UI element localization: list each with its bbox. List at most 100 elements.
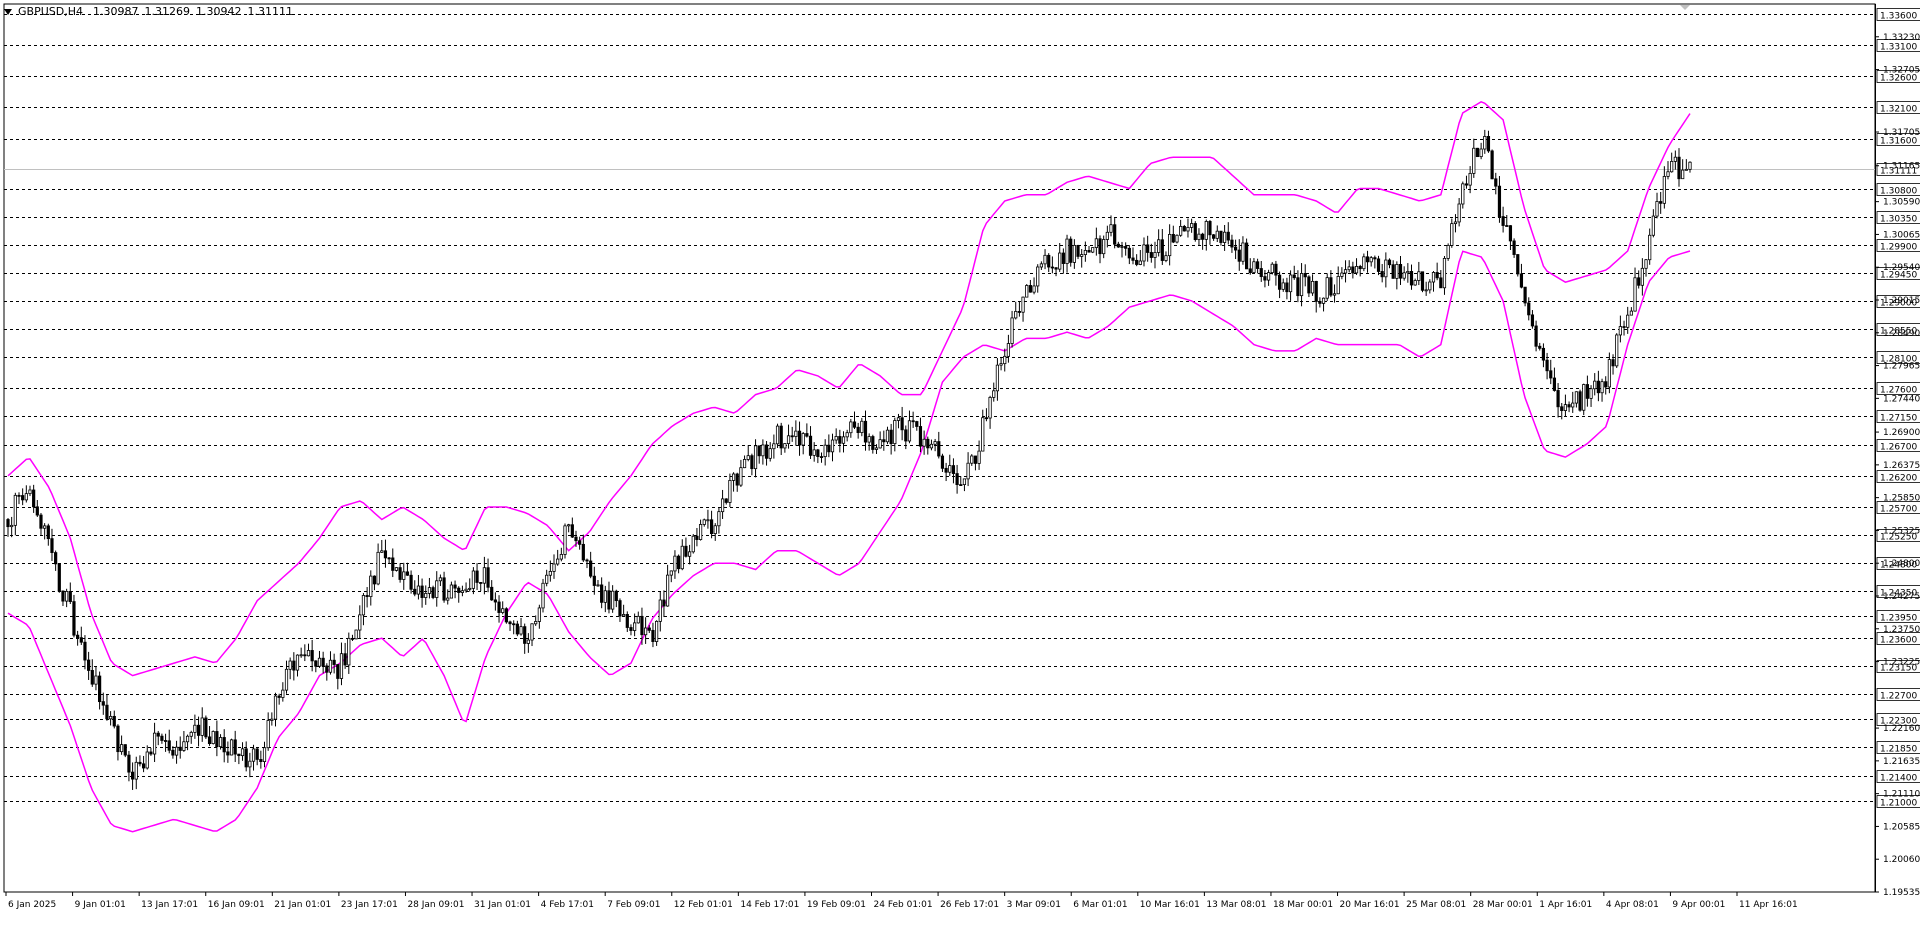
candle	[739, 459, 743, 488]
upper-band-line[interactable]	[7, 100, 1691, 677]
candle	[1622, 320, 1626, 336]
candle	[523, 623, 527, 654]
candle	[303, 644, 307, 662]
candle	[299, 647, 303, 658]
candle	[1545, 352, 1549, 380]
candle	[1446, 243, 1450, 261]
candle	[687, 544, 692, 565]
candle	[1050, 256, 1054, 274]
candle	[603, 585, 607, 613]
lower-band-line[interactable]	[7, 250, 1691, 833]
level-price-box	[1876, 351, 1920, 364]
level-price-label: 1.25250	[1880, 533, 1917, 543]
candle	[988, 395, 992, 429]
candle	[427, 577, 432, 599]
candle	[497, 595, 501, 623]
candle	[775, 423, 780, 448]
candle	[112, 710, 116, 729]
price-tick-label: 1.25850	[1883, 494, 1920, 504]
level-price-box	[1876, 610, 1920, 623]
candle	[1420, 271, 1425, 293]
candle	[677, 554, 681, 574]
candle	[1629, 307, 1633, 316]
candle	[1387, 258, 1392, 269]
candle	[1585, 375, 1589, 407]
candle	[1094, 227, 1098, 256]
candle	[1131, 247, 1135, 265]
candle	[1248, 258, 1252, 275]
candle	[1028, 279, 1032, 293]
candle	[636, 611, 640, 624]
candle	[1208, 220, 1212, 245]
time-tick-label: 23 Jan 17:01	[341, 900, 398, 910]
price-tick-label: 1.20060	[1883, 855, 1920, 865]
candle	[1080, 249, 1084, 268]
candle	[651, 622, 655, 648]
candle	[435, 571, 439, 607]
price-tick-label: 1.22160	[1883, 724, 1920, 734]
candle	[54, 550, 58, 571]
candle	[1417, 261, 1421, 286]
candle	[1534, 320, 1538, 352]
candle	[424, 585, 428, 605]
candle	[625, 611, 629, 632]
candle	[720, 489, 725, 519]
candle	[691, 534, 695, 554]
candle	[1479, 142, 1483, 160]
candle	[1303, 264, 1307, 287]
candle	[878, 431, 882, 449]
level-price-label: 1.32100	[1880, 105, 1917, 115]
time-tick-label: 6 Jan 2025	[8, 900, 56, 910]
candle	[981, 409, 985, 452]
candle	[622, 604, 626, 618]
candle	[493, 592, 497, 611]
candle	[90, 659, 94, 687]
level-price-box	[1876, 211, 1920, 224]
candle	[1091, 247, 1095, 254]
candle	[306, 643, 311, 657]
candle	[794, 420, 798, 446]
candle	[251, 744, 256, 771]
candle	[1640, 258, 1644, 296]
candle	[270, 712, 274, 726]
candle	[438, 574, 443, 587]
level-price-label: 1.33100	[1880, 43, 1917, 53]
level-price-label: 1.24800	[1880, 561, 1917, 571]
candle	[600, 577, 604, 609]
symbol-timeframe: GBPUSD,H4	[18, 5, 83, 18]
candle	[43, 523, 47, 540]
candle	[1054, 267, 1058, 277]
candle	[413, 580, 417, 597]
candle	[508, 620, 512, 631]
candle	[1369, 255, 1373, 267]
price-tick-label: 1.28490	[1883, 329, 1920, 339]
candle	[1589, 385, 1593, 407]
level-price-label: 1.30350	[1880, 215, 1917, 225]
price-tick-label: 1.23750	[1883, 625, 1920, 635]
candle	[193, 714, 197, 739]
candle	[1241, 236, 1245, 265]
candle	[984, 408, 989, 422]
price-tick-label: 1.23225	[1883, 658, 1920, 668]
level-price-label: 1.29450	[1880, 271, 1917, 281]
candle	[1285, 277, 1289, 300]
candle	[1204, 219, 1208, 251]
candle	[1072, 239, 1076, 269]
candle	[163, 733, 168, 752]
time-tick-label: 9 Jan 01:01	[75, 900, 126, 910]
candle	[207, 726, 212, 746]
candle	[955, 464, 959, 494]
candle	[1171, 225, 1175, 244]
candle	[475, 563, 479, 591]
time-tick-label: 25 Mar 08:01	[1406, 900, 1466, 910]
scroll-marker-icon[interactable]	[1680, 5, 1690, 10]
candle	[394, 567, 399, 572]
time-tick-label: 13 Mar 08:01	[1206, 900, 1266, 910]
candle	[178, 736, 182, 759]
price-tick-label: 1.21635	[1883, 757, 1920, 767]
time-tick-label: 18 Mar 00:01	[1273, 900, 1333, 910]
dropdown-triangle-icon[interactable]	[4, 8, 12, 15]
candle	[702, 518, 706, 527]
